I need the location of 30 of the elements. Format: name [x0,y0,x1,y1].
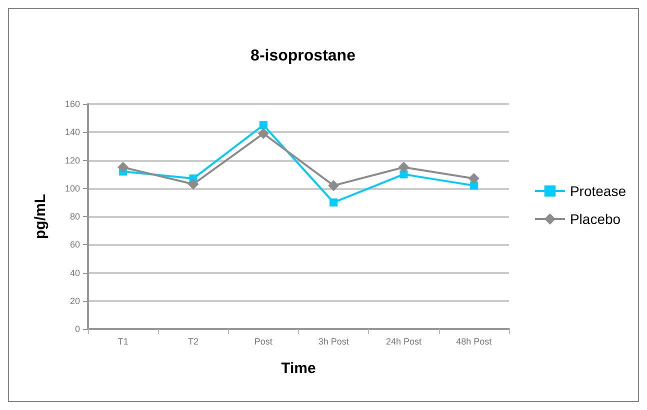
legend-label: Protease [570,183,626,199]
y-tick-label: 100 [64,183,80,194]
x-tick-label: T1 [118,336,128,346]
legend-label: Placebo [570,211,621,227]
y-tick-label: 80 [70,212,80,222]
point [328,180,340,192]
chart-title: 8-isoprostane [250,48,356,64]
x-tick-label: 48h Post [456,336,492,346]
x-tick-label: Post [254,336,273,346]
y-tick-label: 40 [70,268,80,278]
y-tick-label: 60 [70,240,80,250]
point [400,170,408,178]
point [468,173,480,184]
point [258,128,269,140]
x-axis-title: Time [281,360,316,377]
point [259,121,268,130]
x-tick-label: T2 [188,336,199,346]
y-tick-label: 140 [64,127,80,138]
point [118,162,129,173]
y-axis-title: pg/mL [32,194,49,239]
point [470,182,478,190]
y-tick-label: 20 [70,296,80,306]
point [330,198,338,206]
point [398,162,410,173]
y-tick-label: 120 [64,155,80,166]
y-tick-label: 160 [64,99,80,109]
y-tick-label: 0 [74,324,80,334]
x-tick-label: 24h Post [386,336,422,346]
point [188,178,199,190]
x-tick-label: 3h Post [318,336,350,346]
